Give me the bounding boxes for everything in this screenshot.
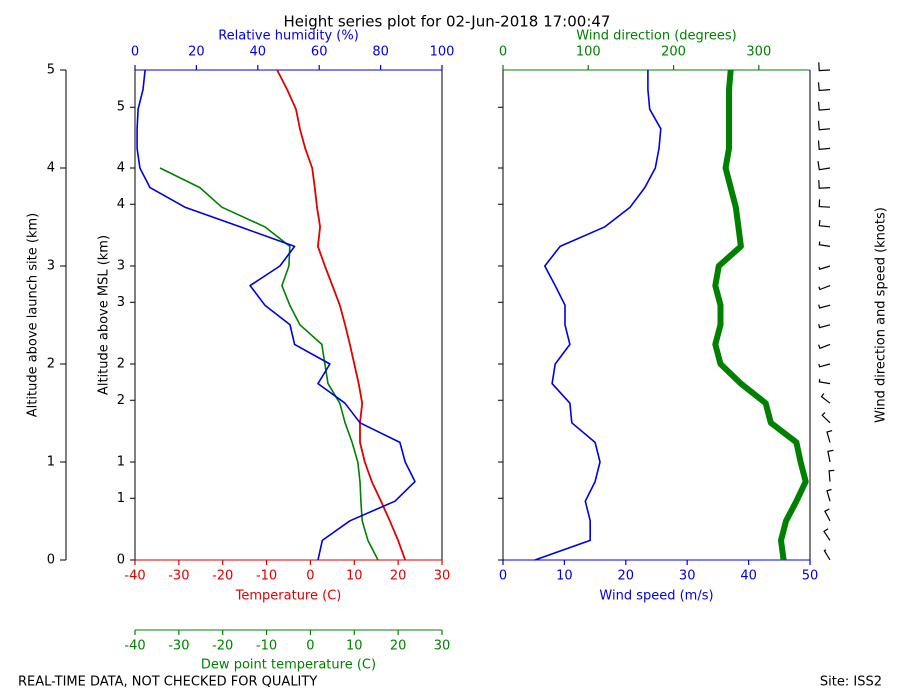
wind-barb bbox=[818, 265, 831, 270]
msl-tick-label: 0 bbox=[117, 553, 125, 568]
msl-tick-label: 2 bbox=[117, 357, 125, 372]
wind-barb bbox=[818, 378, 831, 385]
wind-barb bbox=[826, 488, 832, 502]
x3-tick-label: 20 bbox=[188, 45, 205, 60]
msl-tick-label: 5 bbox=[117, 100, 125, 115]
msl-tick-label: 2 bbox=[117, 393, 125, 408]
x-axis-label: Temperature (C) bbox=[235, 589, 342, 604]
x3-tick-label: 0 bbox=[131, 45, 139, 60]
x3-tick-label: 80 bbox=[372, 45, 389, 60]
barb-axis-label: Wind direction and speed (knots) bbox=[874, 207, 889, 423]
x2-tick-label: -10 bbox=[256, 639, 277, 654]
x-tick-label: 10 bbox=[346, 569, 363, 584]
x3-tick-label: 40 bbox=[250, 45, 267, 60]
x-tick-label: -10 bbox=[256, 569, 277, 584]
x3-tick-label: 200 bbox=[661, 45, 686, 60]
x-tick-label: -20 bbox=[212, 569, 233, 584]
x2-tick-label: 10 bbox=[346, 639, 363, 654]
x2-tick-label: 20 bbox=[390, 639, 407, 654]
wind-barb bbox=[818, 285, 831, 291]
x3-tick-label: 300 bbox=[746, 45, 771, 60]
x-tick-label: 40 bbox=[740, 569, 757, 584]
y-tick-label: 5 bbox=[47, 63, 55, 78]
x3-tick-label: 100 bbox=[576, 45, 601, 60]
wind-barb bbox=[817, 161, 831, 171]
y-tick-label: 2 bbox=[47, 357, 55, 372]
wind-barb bbox=[818, 199, 831, 208]
x2-tick-label: 0 bbox=[306, 639, 314, 654]
wind-barb bbox=[817, 101, 831, 111]
wind-barb bbox=[826, 430, 833, 443]
wind-barb bbox=[818, 241, 831, 247]
x3-tick-label: 0 bbox=[499, 45, 507, 60]
wind-barb bbox=[827, 449, 834, 463]
x-tick-label: 0 bbox=[306, 569, 314, 584]
msl-tick-label: 1 bbox=[117, 455, 125, 470]
msl-tick-label: 4 bbox=[117, 197, 125, 212]
wind-barb bbox=[818, 219, 831, 228]
wind-barb bbox=[823, 528, 831, 541]
wind-barb bbox=[818, 304, 831, 309]
series-line bbox=[159, 167, 379, 561]
x-tick-label: 10 bbox=[556, 569, 573, 584]
footer-right: Site: ISS2 bbox=[820, 675, 882, 690]
x-tick-label: 30 bbox=[679, 569, 696, 584]
msl-tick-label: 1 bbox=[117, 491, 125, 506]
wind-barb bbox=[818, 62, 831, 72]
series-line bbox=[712, 69, 809, 561]
wind-barb bbox=[817, 82, 831, 92]
wind-barb bbox=[823, 549, 831, 561]
x-tick-label: 50 bbox=[802, 569, 819, 584]
y-tick-label: 4 bbox=[47, 161, 55, 176]
wind-barb bbox=[817, 140, 831, 150]
x2-tick-label: -20 bbox=[212, 639, 233, 654]
wind-barb bbox=[817, 120, 831, 131]
wind-barb bbox=[824, 508, 831, 522]
series-line bbox=[276, 69, 407, 561]
wind-barb bbox=[818, 343, 831, 350]
wind-barb bbox=[828, 469, 835, 482]
y-axis-label: Altitude above launch site (km) bbox=[26, 213, 41, 417]
wind-barb bbox=[820, 393, 831, 404]
series-line bbox=[534, 70, 662, 561]
x-tick-label: -30 bbox=[168, 569, 189, 584]
chart-title: Height series plot for 02-Jun-2018 17:00… bbox=[284, 13, 611, 31]
x-axis-label: Wind speed (m/s) bbox=[599, 589, 713, 604]
x2-tick-label: 30 bbox=[434, 639, 451, 654]
x3-tick-label: 100 bbox=[430, 45, 455, 60]
msl-tick-label: 3 bbox=[117, 295, 125, 310]
footer-left: REAL-TIME DATA, NOT CHECKED FOR QUALITY bbox=[18, 675, 317, 690]
x-tick-label: 20 bbox=[618, 569, 635, 584]
wind-barb bbox=[818, 324, 831, 329]
x3-tick-label: 60 bbox=[311, 45, 328, 60]
msl-tick-label: 3 bbox=[117, 259, 125, 274]
series-line bbox=[136, 69, 416, 561]
x-tick-label: 0 bbox=[499, 569, 507, 584]
x-tick-label: 30 bbox=[434, 569, 451, 584]
y-tick-label: 3 bbox=[47, 259, 55, 274]
wind-barb bbox=[821, 412, 831, 424]
msl-axis-label: Altitude above MSL (km) bbox=[97, 235, 112, 395]
wind-barb bbox=[818, 363, 831, 368]
x3-axis-label: Wind direction (degrees) bbox=[576, 29, 736, 44]
x3-axis-label: Relative humidity (%) bbox=[218, 29, 359, 44]
x2-tick-label: -40 bbox=[124, 639, 145, 654]
x-tick-label: 20 bbox=[390, 569, 407, 584]
y-tick-label: 0 bbox=[47, 553, 55, 568]
msl-tick-label: 4 bbox=[117, 161, 125, 176]
wind-barb bbox=[818, 180, 831, 189]
x2-tick-label: -30 bbox=[168, 639, 189, 654]
y-tick-label: 1 bbox=[47, 455, 55, 470]
x2-axis-label: Dew point temperature (C) bbox=[201, 658, 376, 673]
x-tick-label: -40 bbox=[124, 569, 145, 584]
